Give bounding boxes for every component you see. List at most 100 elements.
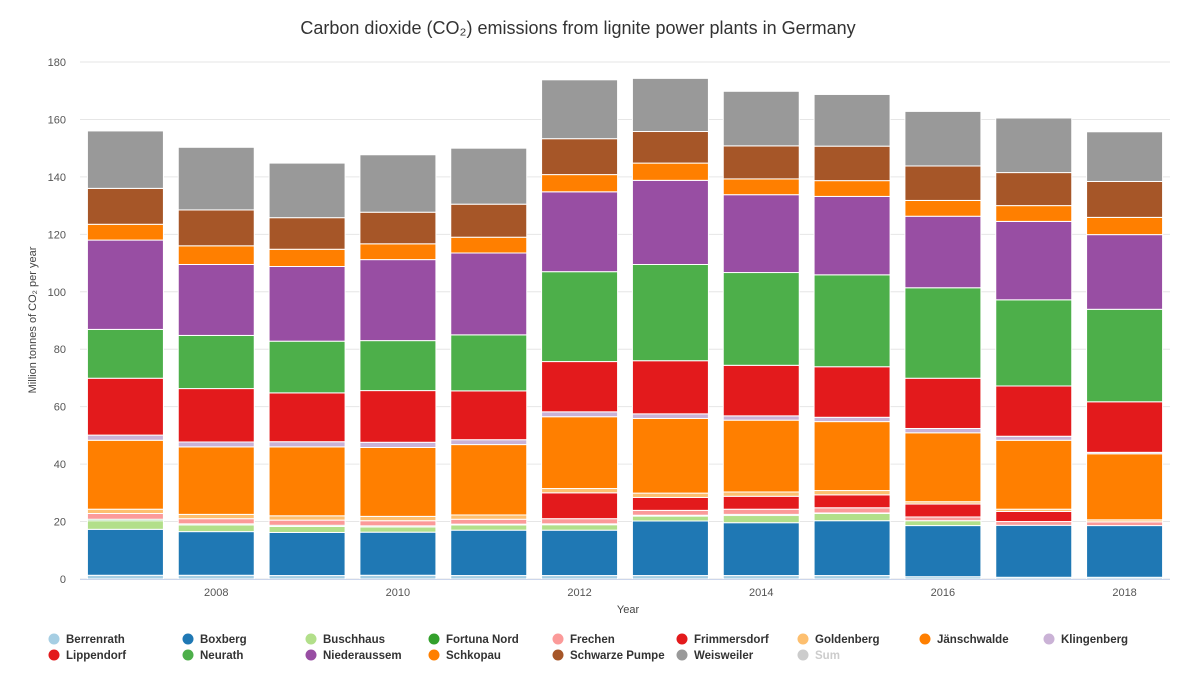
bar-segment-berrenrath-2007[interactable]: [86, 574, 164, 580]
legend-item-klingenberg[interactable]: Klingenberg: [1043, 633, 1129, 647]
bar-segment-klingenberg-2012[interactable]: [541, 411, 619, 418]
bar-segment-frechen-2011[interactable]: [450, 518, 528, 525]
bar-segment-buschhaus-2015[interactable]: [813, 513, 891, 522]
bar-segment-weisweiler-2018[interactable]: [1086, 131, 1164, 182]
bar-segment-klingenberg-2011[interactable]: [450, 439, 528, 446]
bar-segment-weisweiler-2011[interactable]: [450, 147, 528, 205]
bar-segment-berrenrath-2015[interactable]: [813, 575, 891, 580]
bar-segment-klingenberg-2009[interactable]: [268, 441, 346, 448]
bar-segment-frechen-2009[interactable]: [268, 519, 346, 526]
bar-segment-goldenberg-2008[interactable]: [177, 513, 255, 520]
bar-segment-lippendorf-2009[interactable]: [268, 392, 346, 443]
bar-segment-weisweiler-2008[interactable]: [177, 146, 255, 211]
legend-item-frimmersdorf[interactable]: Frimmersdorf: [676, 633, 769, 647]
bar-segment-schkopau-2017[interactable]: [995, 205, 1073, 222]
bar-segment-jänschwalde-2009[interactable]: [268, 446, 346, 517]
bar-segment-lippendorf-2010[interactable]: [359, 390, 437, 443]
bar-segment-berrenrath-2008[interactable]: [177, 574, 255, 580]
bar-stack-2010[interactable]: [359, 154, 437, 580]
bar-segment-jänschwalde-2008[interactable]: [177, 446, 255, 515]
bar-segment-jänschwalde-2007[interactable]: [86, 439, 164, 510]
bar-segment-schwarze-pumpe-2014[interactable]: [722, 145, 800, 180]
bar-segment-neurath-2015[interactable]: [813, 274, 891, 368]
bar-segment-frimmersdorf-2012[interactable]: [541, 492, 619, 520]
bar-segment-schwarze-pumpe-2015[interactable]: [813, 145, 891, 182]
bar-segment-lippendorf-2015[interactable]: [813, 366, 891, 418]
bar-segment-niederaussem-2012[interactable]: [541, 191, 619, 273]
bar-segment-schwarze-pumpe-2009[interactable]: [268, 217, 346, 250]
legend-item-sum[interactable]: Sum: [797, 649, 840, 663]
bar-segment-schkopau-2012[interactable]: [541, 174, 619, 193]
bar-segment-frimmersdorf-2017[interactable]: [995, 511, 1073, 523]
bar-segment-goldenberg-2009[interactable]: [268, 515, 346, 521]
bar-stack-2018[interactable]: [1086, 131, 1164, 580]
bar-segment-goldenberg-2013[interactable]: [631, 492, 709, 498]
bar-segment-lippendorf-2014[interactable]: [722, 364, 800, 417]
bar-segment-boxberg-2009[interactable]: [268, 531, 346, 577]
bar-stack-2008[interactable]: [177, 146, 255, 580]
bar-segment-klingenberg-2017[interactable]: [995, 435, 1073, 441]
bar-stack-2017[interactable]: [995, 117, 1073, 580]
bar-segment-neurath-2012[interactable]: [541, 271, 619, 363]
bar-segment-boxberg-2011[interactable]: [450, 529, 528, 577]
bar-segment-weisweiler-2013[interactable]: [631, 77, 709, 133]
bar-segment-weisweiler-2010[interactable]: [359, 154, 437, 213]
bar-segment-jänschwalde-2014[interactable]: [722, 419, 800, 493]
bar-segment-goldenberg-2010[interactable]: [359, 515, 437, 522]
bar-segment-schwarze-pumpe-2007[interactable]: [86, 187, 164, 225]
bar-segment-weisweiler-2017[interactable]: [995, 117, 1073, 174]
bar-segment-niederaussem-2010[interactable]: [359, 259, 437, 342]
bar-segment-schkopau-2018[interactable]: [1086, 216, 1164, 236]
bar-segment-buschhaus-2014[interactable]: [722, 515, 800, 524]
bar-segment-lippendorf-2016[interactable]: [904, 377, 982, 429]
bar-segment-frimmersdorf-2013[interactable]: [631, 496, 709, 511]
bar-segment-neurath-2017[interactable]: [995, 299, 1073, 387]
bar-segment-lippendorf-2007[interactable]: [86, 377, 164, 436]
bar-segment-klingenberg-2010[interactable]: [359, 441, 437, 448]
bar-segment-goldenberg-2014[interactable]: [722, 491, 800, 497]
bar-segment-goldenberg-2012[interactable]: [541, 488, 619, 494]
bar-segment-boxberg-2010[interactable]: [359, 531, 437, 576]
bar-segment-neurath-2018[interactable]: [1086, 308, 1164, 403]
bar-segment-boxberg-2013[interactable]: [631, 520, 709, 577]
bar-segment-frechen-2010[interactable]: [359, 520, 437, 527]
bar-segment-klingenberg-2008[interactable]: [177, 441, 255, 448]
bar-stack-2016[interactable]: [904, 110, 982, 580]
bar-segment-niederaussem-2015[interactable]: [813, 195, 891, 276]
bar-segment-buschhaus-2008[interactable]: [177, 524, 255, 533]
bar-segment-berrenrath-2014[interactable]: [722, 575, 800, 580]
bar-stack-2014[interactable]: [722, 90, 800, 580]
legend-item-schwarze-pumpe[interactable]: Schwarze Pumpe: [552, 649, 665, 663]
bar-segment-schwarze-pumpe-2012[interactable]: [541, 138, 619, 176]
bar-segment-klingenberg-2016[interactable]: [904, 428, 982, 434]
bar-segment-boxberg-2017[interactable]: [995, 524, 1073, 578]
bar-segment-jänschwalde-2015[interactable]: [813, 421, 891, 492]
bar-segment-boxberg-2007[interactable]: [86, 528, 164, 576]
bar-segment-frechen-2013[interactable]: [631, 509, 709, 516]
bar-segment-schkopau-2008[interactable]: [177, 245, 255, 265]
bar-segment-buschhaus-2016[interactable]: [904, 520, 982, 527]
legend-item-schkopau[interactable]: Schkopau: [428, 649, 501, 663]
bar-segment-neurath-2009[interactable]: [268, 340, 346, 394]
legend-item-lippendorf[interactable]: Lippendorf: [48, 649, 127, 663]
bar-segment-schwarze-pumpe-2011[interactable]: [450, 203, 528, 238]
bar-segment-schwarze-pumpe-2010[interactable]: [359, 211, 437, 245]
bar-segment-buschhaus-2011[interactable]: [450, 524, 528, 531]
bar-segment-schwarze-pumpe-2016[interactable]: [904, 165, 982, 201]
bar-segment-neurath-2008[interactable]: [177, 334, 255, 390]
legend-item-berrenrath[interactable]: Berrenrath: [48, 633, 125, 647]
bar-segment-weisweiler-2016[interactable]: [904, 110, 982, 167]
bar-segment-buschhaus-2013[interactable]: [631, 515, 709, 522]
bar-segment-niederaussem-2009[interactable]: [268, 266, 346, 342]
bar-segment-berrenrath-2012[interactable]: [541, 575, 619, 580]
bar-stack-2012[interactable]: [541, 79, 619, 580]
bar-segment-lippendorf-2008[interactable]: [177, 388, 255, 443]
bar-segment-lippendorf-2011[interactable]: [450, 390, 528, 441]
bar-segment-boxberg-2015[interactable]: [813, 520, 891, 577]
bar-segment-berrenrath-2011[interactable]: [450, 575, 528, 580]
bar-segment-schkopau-2007[interactable]: [86, 223, 164, 241]
bar-segment-goldenberg-2007[interactable]: [86, 508, 164, 515]
bar-segment-boxberg-2014[interactable]: [722, 522, 800, 577]
bar-segment-niederaussem-2007[interactable]: [86, 239, 164, 330]
bar-segment-goldenberg-2015[interactable]: [813, 490, 891, 496]
